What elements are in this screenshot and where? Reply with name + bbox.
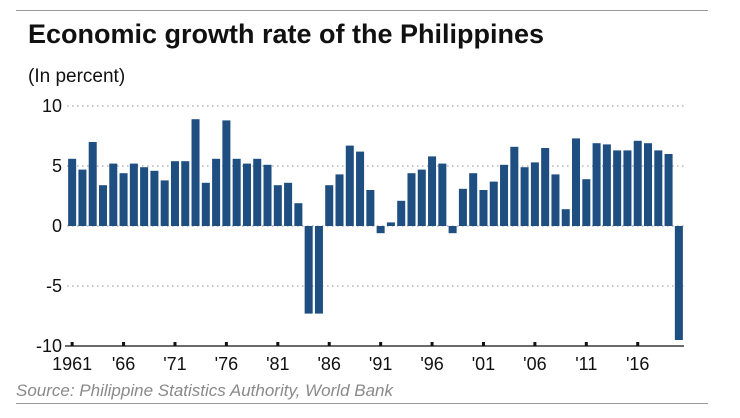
x-tick-mark bbox=[122, 342, 126, 346]
bar-1965 bbox=[109, 163, 118, 226]
bar-1968 bbox=[140, 167, 149, 226]
y-tick-label: -10 bbox=[36, 336, 62, 356]
x-tick-label: '01 bbox=[472, 354, 495, 374]
x-tick-mark bbox=[430, 342, 434, 346]
x-tick-mark bbox=[173, 342, 177, 346]
bar-1989 bbox=[356, 151, 365, 226]
bar-2013 bbox=[602, 144, 611, 226]
bar-1999 bbox=[458, 188, 467, 226]
bar-2001 bbox=[479, 190, 488, 226]
bar-1971 bbox=[170, 161, 179, 226]
x-tick-label: '66 bbox=[112, 354, 135, 374]
bar-2011 bbox=[582, 179, 591, 226]
x-tick-mark bbox=[584, 342, 588, 346]
x-tick-mark bbox=[276, 342, 280, 346]
x-tick-label: '16 bbox=[626, 354, 649, 374]
bar-1973 bbox=[191, 119, 200, 226]
bar-1978 bbox=[242, 163, 251, 226]
bar-2010 bbox=[572, 138, 581, 226]
x-tick-mark bbox=[379, 342, 383, 346]
x-tick-label: '76 bbox=[215, 354, 238, 374]
x-tick-label: 1961 bbox=[52, 354, 92, 374]
bar-2007 bbox=[541, 148, 550, 226]
bar-1981 bbox=[273, 185, 282, 226]
bar-2006 bbox=[530, 162, 539, 226]
chart-title: Economic growth rate of the Philippines bbox=[28, 19, 545, 49]
bar-1987 bbox=[335, 174, 344, 226]
x-tick-mark bbox=[636, 342, 640, 346]
x-tick-mark bbox=[327, 342, 331, 346]
bar-2002 bbox=[489, 181, 498, 226]
y-tick-label: 0 bbox=[52, 216, 62, 236]
bar-1995 bbox=[417, 169, 426, 226]
bar-2003 bbox=[500, 164, 509, 226]
bar-1992 bbox=[386, 222, 395, 226]
bar-1970 bbox=[160, 180, 169, 226]
bar-1980 bbox=[263, 164, 272, 226]
bar-1976 bbox=[222, 120, 231, 226]
bar-2008 bbox=[551, 174, 560, 226]
bar-1990 bbox=[366, 190, 375, 226]
bar-1986 bbox=[325, 185, 334, 226]
bar-1998 bbox=[448, 226, 457, 234]
bar-2015 bbox=[623, 150, 632, 226]
x-tick-mark bbox=[481, 342, 485, 346]
bar-1997 bbox=[438, 163, 447, 226]
x-tick-label: '96 bbox=[420, 354, 443, 374]
chart-subtitle: (In percent) bbox=[28, 66, 126, 87]
bar-2020 bbox=[674, 226, 683, 340]
bar-2012 bbox=[592, 143, 601, 226]
y-tick-label: 10 bbox=[42, 96, 62, 116]
bottom-rule bbox=[16, 403, 708, 404]
bar-1967 bbox=[129, 163, 138, 226]
bar-1962 bbox=[78, 169, 87, 226]
bar-1994 bbox=[407, 173, 416, 226]
bar-1991 bbox=[376, 226, 385, 234]
x-tick-mark bbox=[70, 342, 74, 346]
source-note: Source: Philippine Statistics Authority,… bbox=[16, 381, 393, 400]
bar-1972 bbox=[181, 161, 190, 226]
bar-2018 bbox=[654, 150, 663, 226]
x-tick-label: '71 bbox=[163, 354, 186, 374]
x-tick-label: '11 bbox=[575, 354, 597, 374]
bar-1993 bbox=[397, 200, 406, 226]
bar-2014 bbox=[613, 150, 622, 226]
bar-1988 bbox=[345, 145, 354, 226]
bar-1963 bbox=[88, 142, 97, 226]
y-axis: 10 5 0 -5 -10 bbox=[36, 96, 62, 356]
bar-2019 bbox=[664, 154, 673, 226]
y-tick-label: -5 bbox=[46, 276, 62, 296]
bar-1961 bbox=[68, 158, 77, 226]
gridlines bbox=[67, 105, 684, 287]
x-tick-label: '86 bbox=[317, 354, 340, 374]
bar-1983 bbox=[294, 203, 303, 226]
bar-2016 bbox=[633, 140, 642, 226]
bar-1975 bbox=[212, 158, 221, 226]
x-tick-label: '91 bbox=[369, 354, 392, 374]
top-rule bbox=[16, 10, 708, 11]
bar-2005 bbox=[520, 167, 529, 226]
bar-1977 bbox=[232, 158, 241, 226]
x-tick-label: '06 bbox=[523, 354, 546, 374]
x-tick-mark bbox=[224, 342, 228, 346]
x-tick-mark bbox=[533, 342, 537, 346]
bar-1966 bbox=[119, 173, 128, 226]
bar-2017 bbox=[644, 143, 653, 226]
bar-1974 bbox=[201, 182, 210, 226]
bar-series bbox=[68, 119, 683, 340]
bar-2000 bbox=[469, 173, 478, 226]
y-tick-label: 5 bbox=[52, 156, 62, 176]
bar-2004 bbox=[510, 146, 519, 226]
bar-2009 bbox=[561, 209, 570, 226]
bar-1979 bbox=[253, 158, 262, 226]
bar-1985 bbox=[314, 226, 323, 314]
x-tick-label: '81 bbox=[266, 354, 289, 374]
bar-1969 bbox=[150, 170, 159, 226]
bar-1982 bbox=[284, 182, 293, 226]
bar-1984 bbox=[304, 226, 313, 314]
bar-1964 bbox=[98, 185, 107, 226]
bar-1996 bbox=[428, 156, 437, 226]
x-axis: 1961 '66 '71 '76 '81 '86 '91 '96 '01 '06 '11 '16 bbox=[52, 342, 684, 374]
